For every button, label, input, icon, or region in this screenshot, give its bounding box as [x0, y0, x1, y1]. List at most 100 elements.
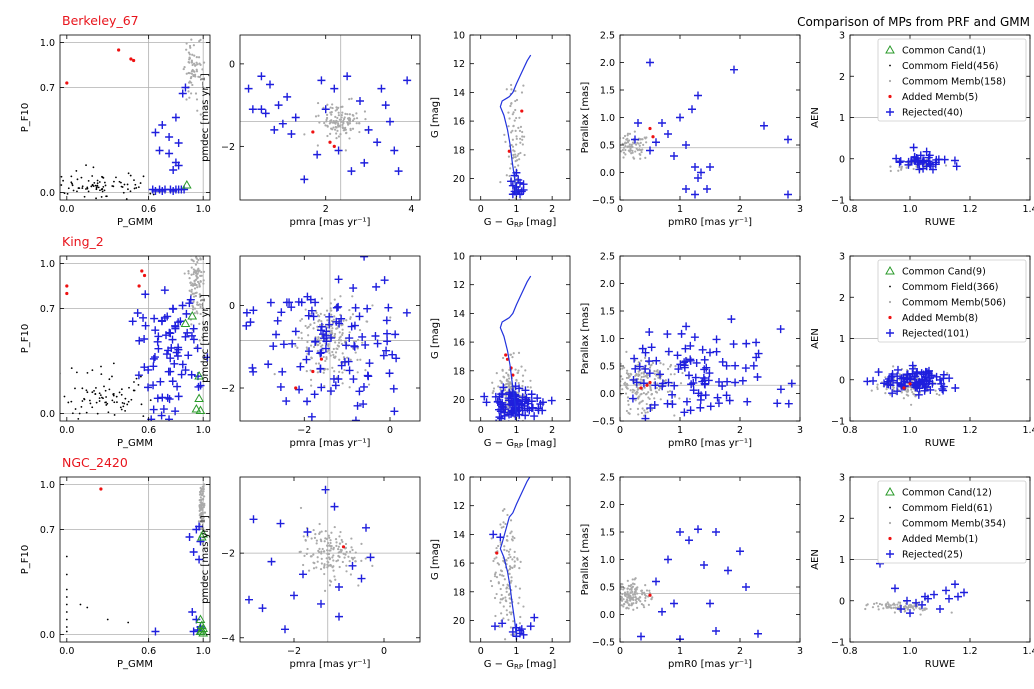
memb-point [889, 606, 892, 609]
rejected-point [658, 382, 667, 391]
memb-point [637, 370, 640, 373]
y-tick-label: −0.5 [592, 196, 615, 207]
y-tick-label: 2 [839, 514, 845, 525]
rejected-point [722, 391, 731, 400]
y-axis-label: Parallax [mas] [580, 82, 591, 154]
memb-point [507, 618, 510, 622]
rejected-point [158, 121, 167, 129]
memb-point [668, 390, 672, 393]
rejected-point [522, 393, 531, 402]
memb-point [304, 324, 307, 328]
memb-point [294, 344, 297, 347]
rejected-point [276, 519, 285, 528]
rejected-point [687, 380, 696, 389]
field-point [130, 398, 133, 401]
memb-point [514, 368, 517, 371]
memb-point [505, 613, 509, 616]
memb-point [653, 378, 656, 381]
y-tick-label: −0.5 [592, 638, 615, 649]
y-tick-label: −2 [221, 549, 235, 560]
rejected-point [645, 328, 654, 337]
rejected-point [936, 605, 944, 613]
memb-point [305, 370, 308, 373]
memb-point [502, 605, 505, 608]
cand-point [196, 531, 207, 541]
x-tick-label: 2 [323, 204, 329, 215]
field-point [119, 406, 122, 409]
memb-point [332, 565, 335, 568]
y-tick-label: 1 [839, 555, 845, 566]
memb-point [625, 385, 628, 389]
memb-point [892, 602, 895, 605]
rejected-point [155, 146, 164, 155]
field-point [135, 187, 138, 189]
rejected-point [187, 370, 196, 379]
memb-point [196, 301, 199, 304]
memb-point [338, 550, 341, 554]
cand-point [181, 179, 192, 189]
rejected-point [311, 337, 320, 346]
y-tick-label: 1 [839, 334, 845, 345]
memb-point [195, 98, 199, 101]
memb-point [340, 113, 343, 117]
memb-point [341, 382, 344, 385]
memb-point [510, 102, 513, 105]
rejected-point [742, 583, 750, 591]
memb-point [654, 390, 658, 393]
rejected-point [160, 286, 169, 295]
memb-point [892, 365, 895, 368]
field-point [92, 185, 95, 188]
y-tick-label: 1.0 [40, 38, 55, 49]
x-tick-label: 1.4 [1022, 204, 1034, 215]
field-point [90, 185, 93, 188]
y-tick-label: 18 [453, 145, 465, 156]
rejected-point [516, 190, 524, 199]
series-commom-memb [298, 506, 374, 592]
memb-point [364, 557, 367, 560]
memb-point [202, 282, 205, 285]
memb-point [323, 384, 326, 388]
rejected-point [203, 353, 210, 362]
rejected-point [363, 304, 372, 313]
memb-point [334, 538, 338, 541]
memb-point [638, 401, 641, 404]
memb-point [519, 151, 522, 155]
rejected-point [165, 415, 174, 421]
rejected-point [682, 322, 691, 331]
memb-point [330, 544, 333, 548]
memb-point [515, 116, 518, 120]
memb-point [639, 393, 642, 396]
memb-point [323, 589, 327, 592]
memb-point [610, 163, 612, 165]
field-point [85, 188, 87, 190]
memb-point [331, 556, 334, 559]
memb-point [315, 566, 318, 569]
memb-point [198, 322, 201, 326]
memb-point [329, 302, 332, 305]
memb-point [193, 312, 196, 315]
memb-point [314, 533, 317, 536]
memb-point [641, 148, 644, 151]
memb-point [628, 132, 632, 135]
memb-point [613, 602, 615, 604]
x-tick-label: 1.0 [196, 204, 211, 215]
memb-point [505, 88, 508, 91]
y-axis-label: P_F10 [20, 324, 31, 354]
rejected-point [422, 328, 430, 336]
memb-point [630, 597, 633, 600]
field-point [81, 387, 84, 390]
memb-point [504, 596, 507, 599]
memb-point [199, 248, 201, 250]
rejected-point [171, 113, 180, 122]
rejected-point [514, 175, 523, 184]
field-point [81, 185, 84, 188]
y-tick-label: 1.5 [600, 307, 615, 318]
memb-point [616, 588, 618, 590]
memb-point [359, 358, 362, 361]
memb-point [307, 334, 310, 337]
axes-frame [469, 255, 571, 422]
rejected-point [402, 308, 411, 317]
rejected-point [938, 384, 947, 393]
rejected-point [508, 388, 517, 397]
memb-point [876, 386, 879, 389]
